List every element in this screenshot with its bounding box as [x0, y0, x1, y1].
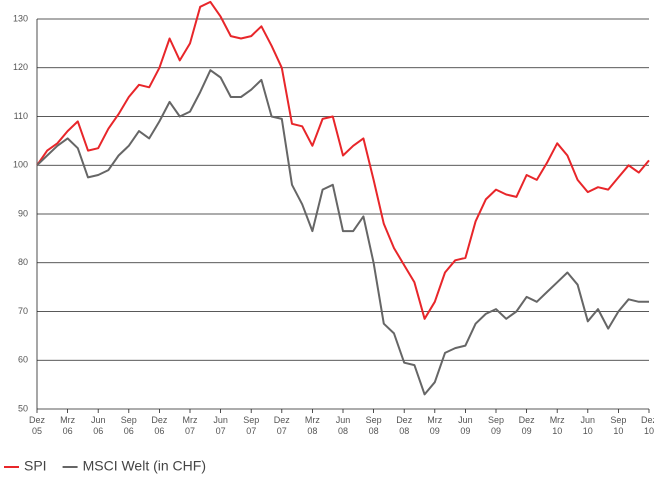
x-tick-label: Dez10 [641, 415, 654, 436]
x-tick-label: Mrz 06 [60, 415, 75, 436]
y-tick-label: 100 [13, 160, 28, 170]
x-tick-label: Jun 07 [213, 415, 228, 436]
legend-label: MSCI Welt (in CHF) [83, 458, 206, 474]
y-tick-label: 70 [18, 306, 28, 316]
x-tick-label: Mrz 09 [427, 415, 442, 436]
x-tick-label: Sep 09 [488, 415, 504, 436]
x-tick-label: Sep 06 [121, 415, 137, 436]
series-line [36, 0, 650, 320]
x-tick-label: Sep 08 [366, 415, 382, 436]
x-tick-label: Dez 07 [274, 415, 291, 436]
x-tick-label: Mrz 08 [305, 415, 320, 436]
x-tick-label: Dez 08 [396, 415, 413, 436]
series-line [36, 69, 649, 396]
x-tick-label: Dez 06 [151, 415, 168, 436]
x-tick-label: Dez 09 [519, 415, 536, 436]
x-tick-label: Mrz 07 [183, 415, 198, 436]
x-tick-label: Dez 05 [29, 415, 46, 436]
x-tick-label: Jun 09 [458, 415, 473, 436]
y-tick-label: 120 [13, 62, 28, 72]
x-tick-label: Sep 07 [243, 415, 259, 436]
x-tick-label: Jun 06 [91, 415, 106, 436]
x-tick-label: Jun 08 [336, 415, 351, 436]
y-tick-label: 90 [18, 208, 28, 218]
y-tick-label: 60 [18, 355, 28, 365]
legend-label: SPI [24, 458, 47, 474]
x-tick-label: Jun 10 [581, 415, 596, 436]
y-tick-label: 130 [13, 13, 28, 23]
x-tick-label: Sep 10 [610, 415, 626, 436]
y-tick-label: 50 [18, 403, 28, 413]
x-tick-label: Mrz 10 [550, 415, 565, 436]
y-tick-label: 110 [14, 111, 28, 121]
y-tick-label: 80 [18, 257, 28, 267]
